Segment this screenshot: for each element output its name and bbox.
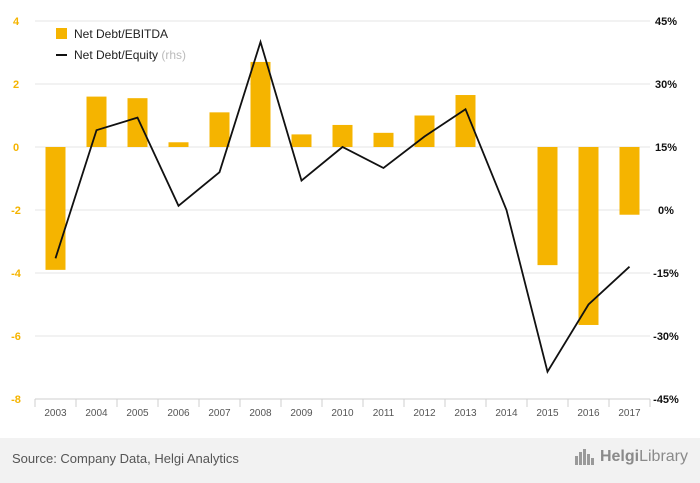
bar-2017 [619,147,640,215]
x-tick-label: 2004 [85,408,108,419]
x-axis-labels: 2003 2004 2005 2006 2007 2008 2009 2010 2011 2012… [44,408,641,419]
source-text: Source: Company Data, Helgi Analytics [12,451,239,466]
bar-2010 [332,124,353,147]
left-tick-label: 4 [13,16,20,28]
right-y-axis: 45% 30% 15% 0% -15% -30% -45% [653,16,679,406]
legend: Net Debt/EBITDA Net Debt/Equity (rhs) [56,27,186,62]
left-tick-label: 2 [13,79,19,91]
x-tick-label: 2011 [373,408,395,419]
right-tick-label: 15% [655,142,677,154]
right-tick-label: -45% [653,394,679,406]
left-y-axis: 4 2 0 -2 -4 -6 -8 [11,16,22,406]
x-tick-label: 2013 [454,408,477,419]
brand-logo: HelgiLibrary [574,448,688,466]
x-tick-label: 2009 [290,408,313,419]
bar-2009 [291,134,312,147]
left-tick-label: -4 [11,268,22,280]
x-tick-label: 2006 [167,408,190,419]
x-axis [34,398,651,407]
brand-name: Helgi [599,448,640,465]
bar-2016 [578,147,599,325]
right-tick-label: 0% [658,205,674,217]
x-tick-label: 2005 [126,408,149,419]
x-tick-label: 2014 [495,408,518,419]
line-series [54,38,631,374]
left-tick-label: -2 [11,205,21,217]
x-tick-label: 2008 [249,408,272,419]
city-skyline-icon [574,449,594,465]
x-tick-label: 2016 [577,408,600,419]
x-tick-label: 2010 [331,408,354,419]
bar-2013 [455,95,476,147]
combo-chart: 4 2 0 -2 -4 -6 -8 45% 30% 15% 0% -15% -30% -45% 2003… [11,16,679,419]
left-tick-label: -8 [11,394,21,406]
right-tick-label: -15% [653,268,679,280]
x-tick-label: 2015 [536,408,559,419]
x-tick-label: 2017 [618,408,641,419]
left-tick-label: -6 [11,331,21,343]
bar-2007 [209,112,230,147]
right-tick-label: -30% [653,331,679,343]
grid-lines [35,20,650,400]
line-net-debt-equity [54,38,631,374]
bar-2012 [414,115,435,147]
x-tick-label: 2003 [44,408,67,419]
right-tick-label: 30% [655,79,677,91]
right-tick-label: 45% [655,16,677,28]
bar-series [45,61,640,325]
bar-2015 [537,147,558,266]
bar-2005 [127,98,148,147]
bar-2003 [45,147,66,270]
left-tick-label: 0 [13,142,19,154]
x-tick-label: 2007 [208,408,231,419]
brand-suffix: Library [639,448,688,465]
footer: Source: Company Data, Helgi Analytics He… [0,438,700,483]
legend-label-bar: Net Debt/EBITDA [74,27,168,41]
bar-2006 [168,142,189,147]
legend-swatch-bar [56,28,67,39]
bar-2004 [86,96,107,147]
bar-2008 [250,61,271,148]
x-tick-label: 2012 [413,408,436,419]
legend-label-line: Net Debt/Equity (rhs) [74,48,186,62]
bar-2011 [373,132,394,147]
